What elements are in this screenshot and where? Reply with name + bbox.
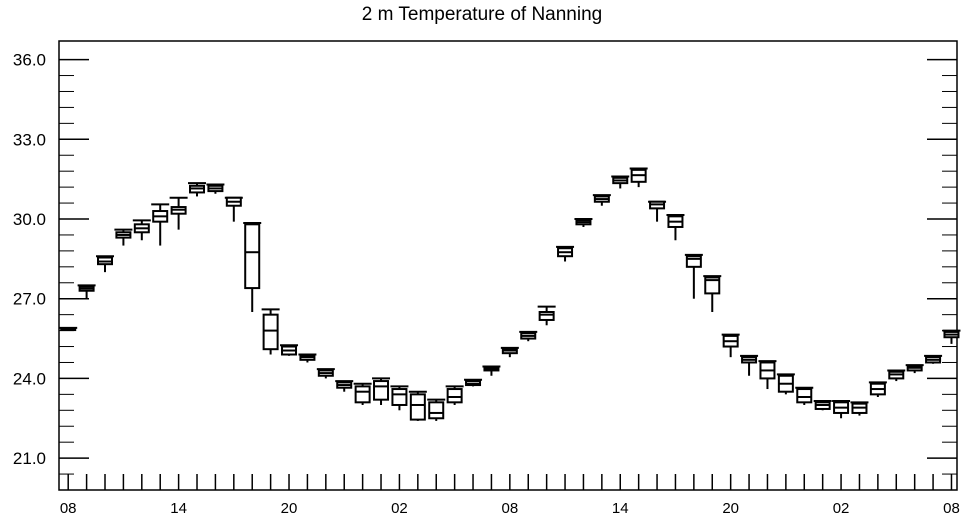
x-tick-label: 02 bbox=[833, 500, 850, 517]
y-tick-label: 33.0 bbox=[13, 130, 46, 149]
x-tick-label: 14 bbox=[170, 500, 187, 517]
box bbox=[428, 401, 445, 420]
x-tick-label: 08 bbox=[501, 500, 518, 517]
box bbox=[262, 313, 279, 351]
x-tick-label: 14 bbox=[612, 500, 629, 517]
box bbox=[538, 310, 555, 321]
box bbox=[244, 223, 261, 290]
box bbox=[409, 393, 426, 421]
chart-title: 2 m Temperature of Nanning bbox=[361, 4, 603, 25]
y-tick-label: 30.0 bbox=[13, 210, 46, 229]
y-tick-label: 36.0 bbox=[13, 51, 46, 70]
x-tick-label: 20 bbox=[281, 500, 298, 517]
box bbox=[446, 388, 463, 404]
x-tick-label: 02 bbox=[391, 500, 408, 517]
box bbox=[373, 380, 390, 401]
x-tick-label: 08 bbox=[60, 500, 77, 517]
x-tick-label: 08 bbox=[943, 500, 960, 517]
box bbox=[354, 385, 371, 404]
box bbox=[796, 388, 813, 404]
y-tick-label: 27.0 bbox=[13, 290, 46, 309]
box bbox=[704, 276, 721, 295]
box bbox=[391, 388, 408, 406]
y-tick-label: 24.0 bbox=[13, 369, 46, 388]
plot-frame bbox=[58, 40, 958, 491]
box bbox=[685, 255, 702, 268]
y-tick-label: 21.0 bbox=[13, 449, 46, 468]
x-tick-label: 20 bbox=[722, 500, 739, 517]
